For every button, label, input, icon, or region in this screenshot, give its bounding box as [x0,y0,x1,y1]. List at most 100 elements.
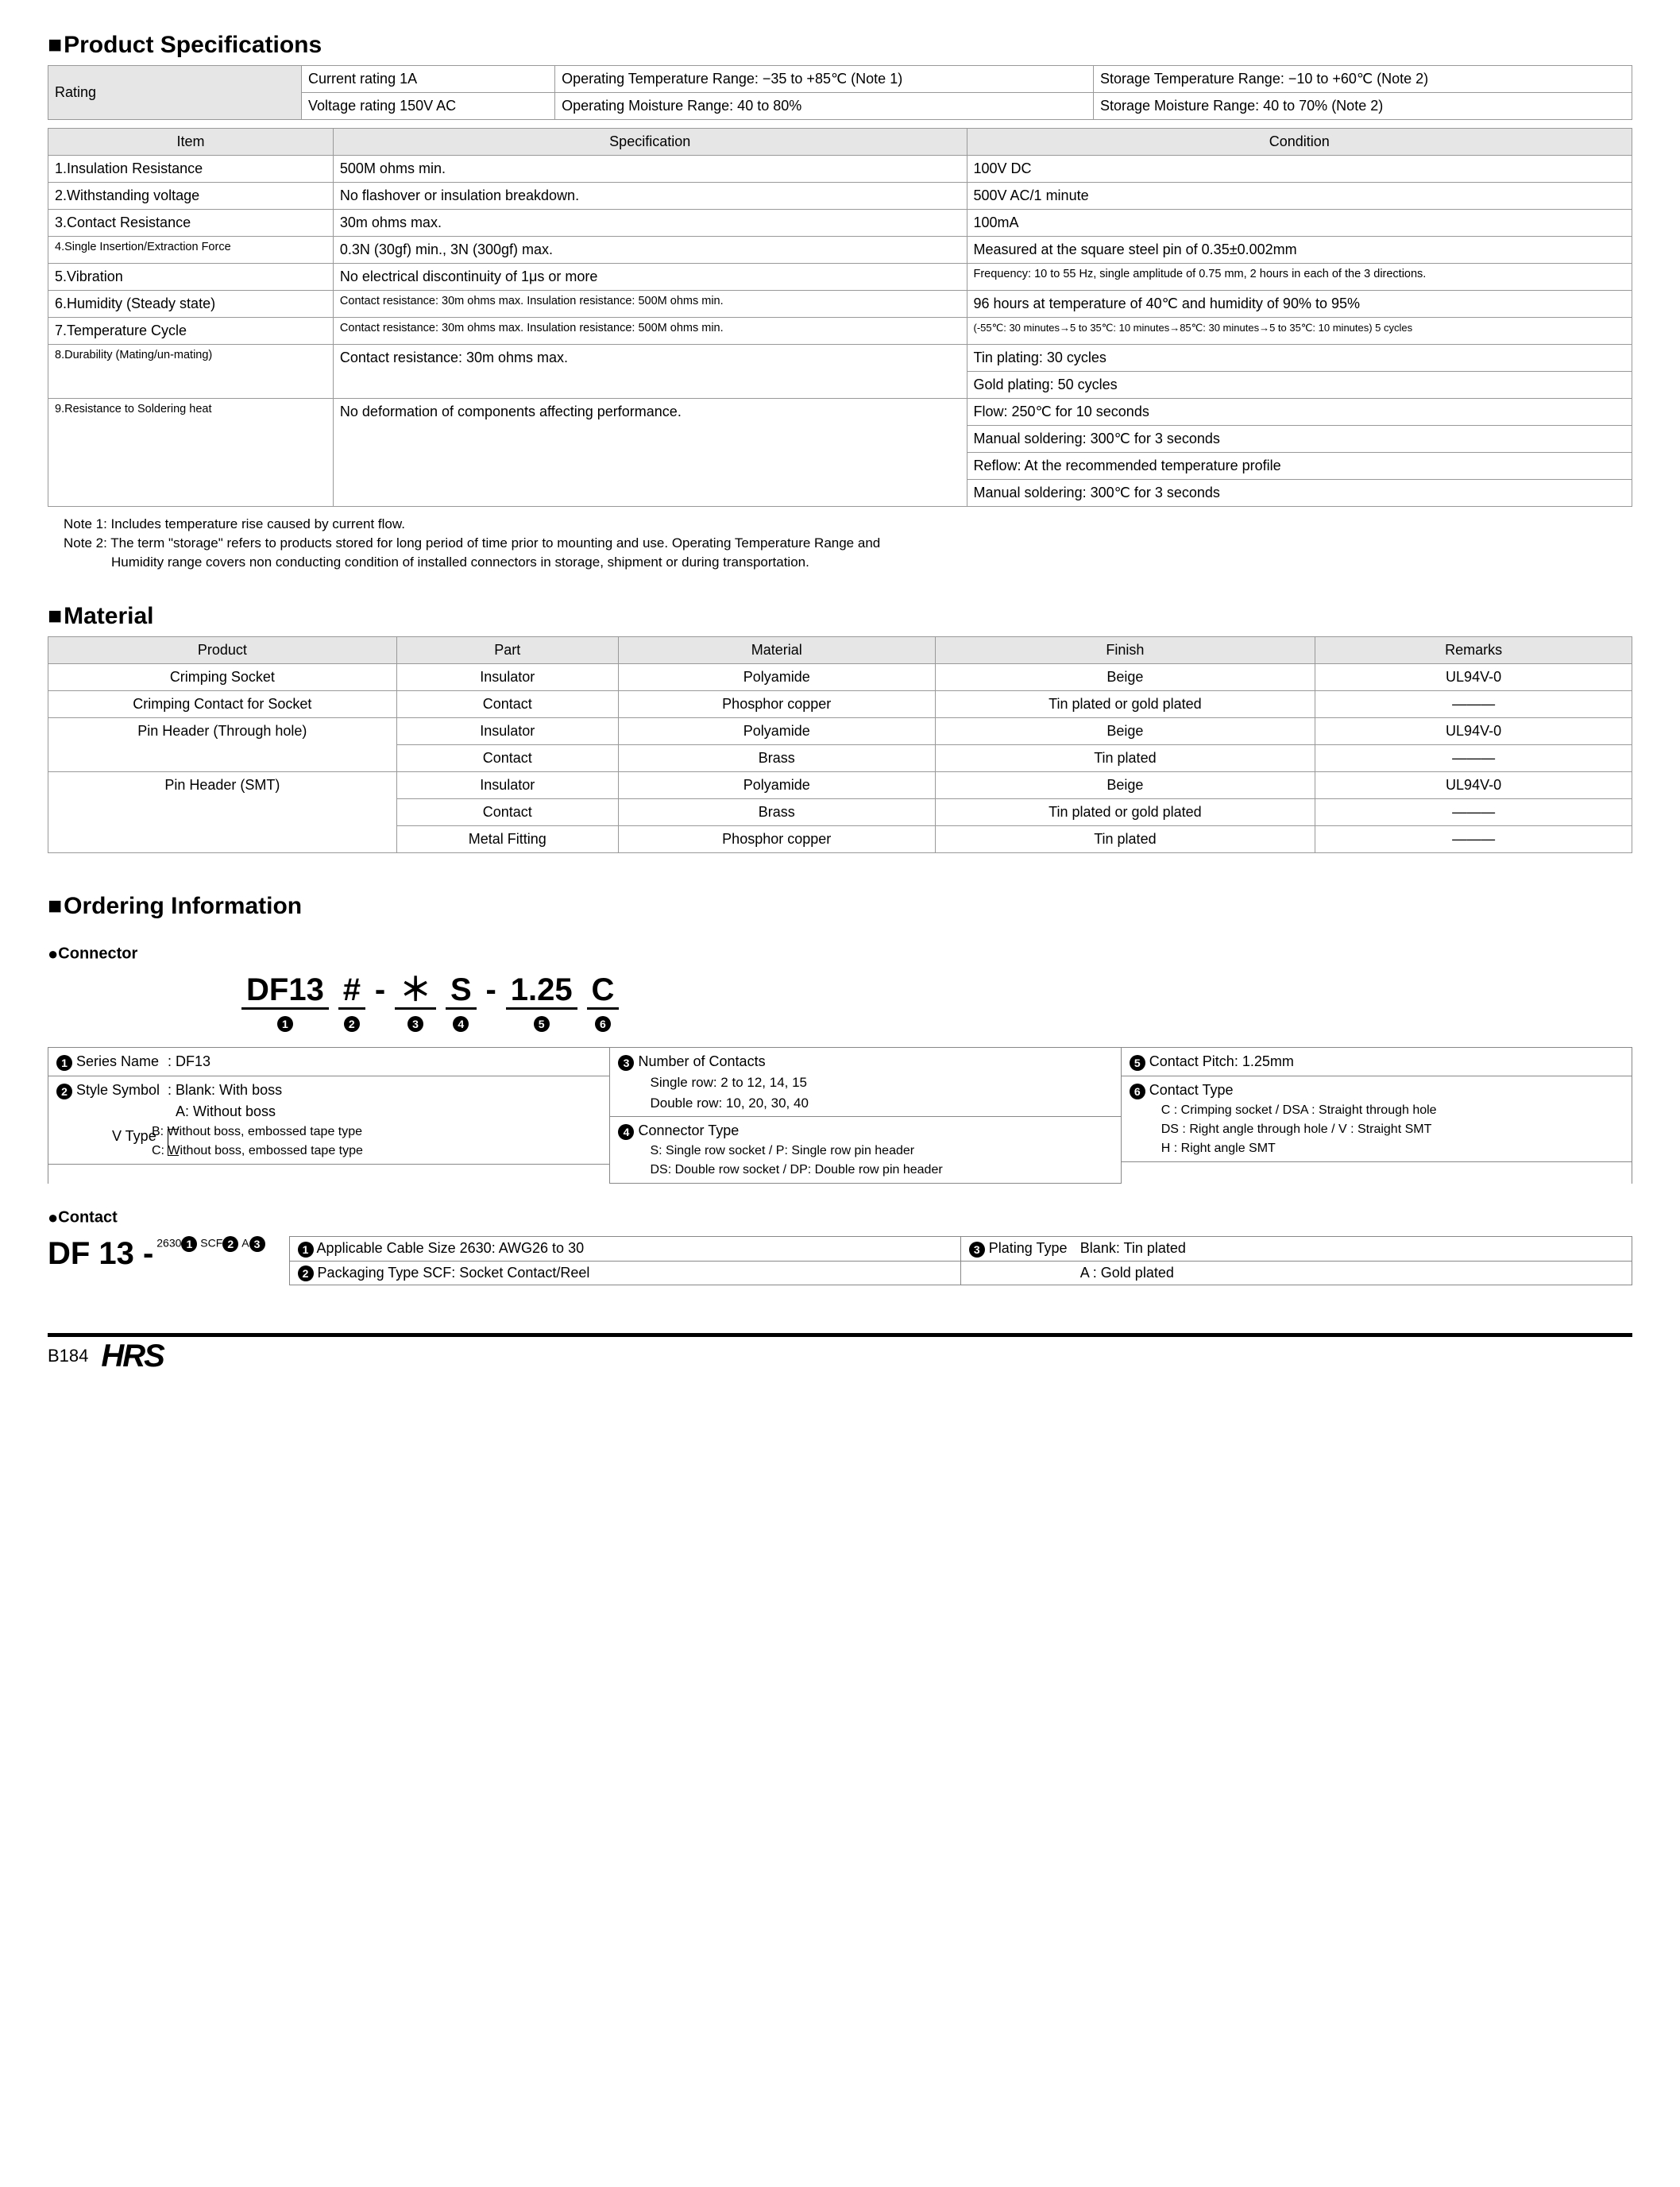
cell: Phosphor copper [618,691,935,718]
mat-th-material: Material [618,637,935,664]
legend-sub: B: Without boss, embossed tape type [152,1122,601,1142]
cell: ——— [1315,745,1632,772]
cell: Crimping Contact for Socket [48,691,397,718]
cell: Insulator [396,772,618,799]
cell: 100mA [967,210,1632,237]
cell: 8.Durability (Mating/un-mating) [48,345,334,399]
legend-sub: Single row: 2 to 12, 14, 15 [618,1072,1112,1093]
partno-prefix: DF 13 - [48,1236,153,1271]
table-row: 6.Humidity (Steady state)Contact resista… [48,291,1632,318]
cell: Pin Header (SMT) [48,772,397,853]
cell: 7.Temperature Cycle [48,318,334,345]
table-row: 4.Single Insertion/Extraction Force0.3N … [48,237,1632,264]
rating-op-temp: Operating Temperature Range: −35 to +85℃… [555,66,1094,93]
cell: Contact resistance: 30m ohms max. [333,345,967,399]
legend-sub: Double row: 10, 20, 30, 40 [618,1093,1112,1114]
table-row: 1.Insulation Resistance500M ohms min.100… [48,156,1632,183]
note-2b: Humidity range covers non conducting con… [111,553,1632,572]
table-row: 9.Resistance to Soldering heat No deform… [48,399,1632,426]
cell: Crimping Socket [48,664,397,691]
cell: 100V DC [967,156,1632,183]
cell: Beige [935,772,1315,799]
mat-th-finish: Finish [935,637,1315,664]
table-row: Pin Header (Through hole) Insulator Poly… [48,718,1632,745]
cell: UL94V-0 [1315,664,1632,691]
rating-label: Rating [48,66,302,120]
cell: Polyamide [618,664,935,691]
cell: A : Gold plated [960,1261,1632,1285]
table-row: Crimping Contact for Socket Contact Phos… [48,691,1632,718]
cell: Measured at the square steel pin of 0.35… [967,237,1632,264]
connector-partno: DF131 #2 - ＊3 S4 - 1.255 C6 [238,972,1632,1033]
spec-th-cond: Condition [967,129,1632,156]
page-footer: B184 HRS [48,1333,1632,1374]
legend-row: 5 Contact Pitch: 1.25mm [1122,1048,1632,1076]
cell: Polyamide [618,772,935,799]
cell: 0.3N (30gf) min., 3N (300gf) max. [333,237,967,264]
cell: Beige [935,664,1315,691]
mat-th-remarks: Remarks [1315,637,1632,664]
cell: 6.Humidity (Steady state) [48,291,334,318]
partno-seg: A [241,1237,249,1250]
section-title-spec: ■Product Specifications [48,32,1632,59]
legend-row: 1 Series Name : DF13 [48,1048,609,1076]
legend-row: 6 Contact Type C : Crimping socket / DSA… [1122,1076,1632,1162]
cell: Brass [618,799,935,826]
cell: 500V AC/1 minute [967,183,1632,210]
cell: Contact [396,691,618,718]
cell: No deformation of components affecting p… [333,399,967,507]
cell: Contact resistance: 30m ohms max. Insula… [333,291,967,318]
cell: Applicable Cable Size 2630: AWG26 to 30 [317,1240,585,1256]
cell: Manual soldering: 300℃ for 3 seconds [967,480,1632,507]
cell: UL94V-0 [1315,718,1632,745]
brand-logo: HRS [101,1339,163,1374]
cell: Packaging Type SCF: Socket Contact/Reel [318,1265,590,1281]
rating-st-temp: Storage Temperature Range: −10 to +60℃ (… [1094,66,1632,93]
cell: Metal Fitting [396,826,618,853]
cell: Insulator [396,718,618,745]
cell: No electrical discontinuity of 1μs or mo… [333,264,967,291]
legend-sub: C: Without boss, embossed tape type [152,1142,601,1161]
table-row: 7.Temperature CycleContact resistance: 3… [48,318,1632,345]
legend-sub: C : Crimping socket / DSA : Straight thr… [1130,1101,1624,1120]
rating-table: Rating Current rating 1A Operating Tempe… [48,65,1632,120]
material-table: Product Part Material Finish Remarks Cri… [48,636,1632,853]
spec-th-item: Item [48,129,334,156]
cell: 5.Vibration [48,264,334,291]
partno-seg: SCF [200,1237,222,1250]
rating-current: Current rating 1A [302,66,555,93]
rating-st-moist: Storage Moisture Range: 40 to 70% (Note … [1094,93,1632,120]
page-number: B184 [48,1346,88,1366]
table-row: Crimping Socket Insulator Polyamide Beig… [48,664,1632,691]
spec-table: Item Specification Condition 1.Insulatio… [48,128,1632,507]
legend-sub: DS : Right angle through hole / V : Stra… [1130,1120,1624,1139]
partno-seg: S [446,972,477,1010]
partno-seg: C [587,972,620,1010]
cell: Tin plated [935,745,1315,772]
note-2a: Note 2: The term "storage" refers to pro… [64,534,1632,553]
rating-op-moist: Operating Moisture Range: 40 to 80% [555,93,1094,120]
legend-sub: H : Right angle SMT [1130,1139,1624,1158]
cell: 4.Single Insertion/Extraction Force [48,237,334,264]
table-row: 8.Durability (Mating/un-mating) Contact … [48,345,1632,372]
cell: Polyamide [618,718,935,745]
contact-legend: 1 Applicable Cable Size 2630: AWG26 to 3… [289,1236,1632,1285]
cell: Blank: Tin plated [1080,1240,1186,1256]
table-row: 3.Contact Resistance30m ohms max.100mA [48,210,1632,237]
ordering-sub-contact: ●Contact [48,1207,1632,1228]
cell: Brass [618,745,935,772]
legend-row: 4 Connector Type S: Single row socket / … [610,1117,1120,1184]
cell: ——— [1315,826,1632,853]
legend-sub: S: Single row socket / P: Single row pin… [618,1142,1112,1161]
spec-notes: Note 1: Includes temperature rise caused… [64,515,1632,571]
cell: Tin plating: 30 cycles [967,345,1632,372]
table-row: Pin Header (SMT) Insulator Polyamide Bei… [48,772,1632,799]
cell: 9.Resistance to Soldering heat [48,399,334,507]
cell: Frequency: 10 to 55 Hz, single amplitude… [967,264,1632,291]
cell: ——— [1315,691,1632,718]
cell: Reflow: At the recommended temperature p… [967,453,1632,480]
spec-th-spec: Specification [333,129,967,156]
cell: Plating Type [989,1240,1076,1257]
cell: 500M ohms min. [333,156,967,183]
cell: Flow: 250℃ for 10 seconds [967,399,1632,426]
